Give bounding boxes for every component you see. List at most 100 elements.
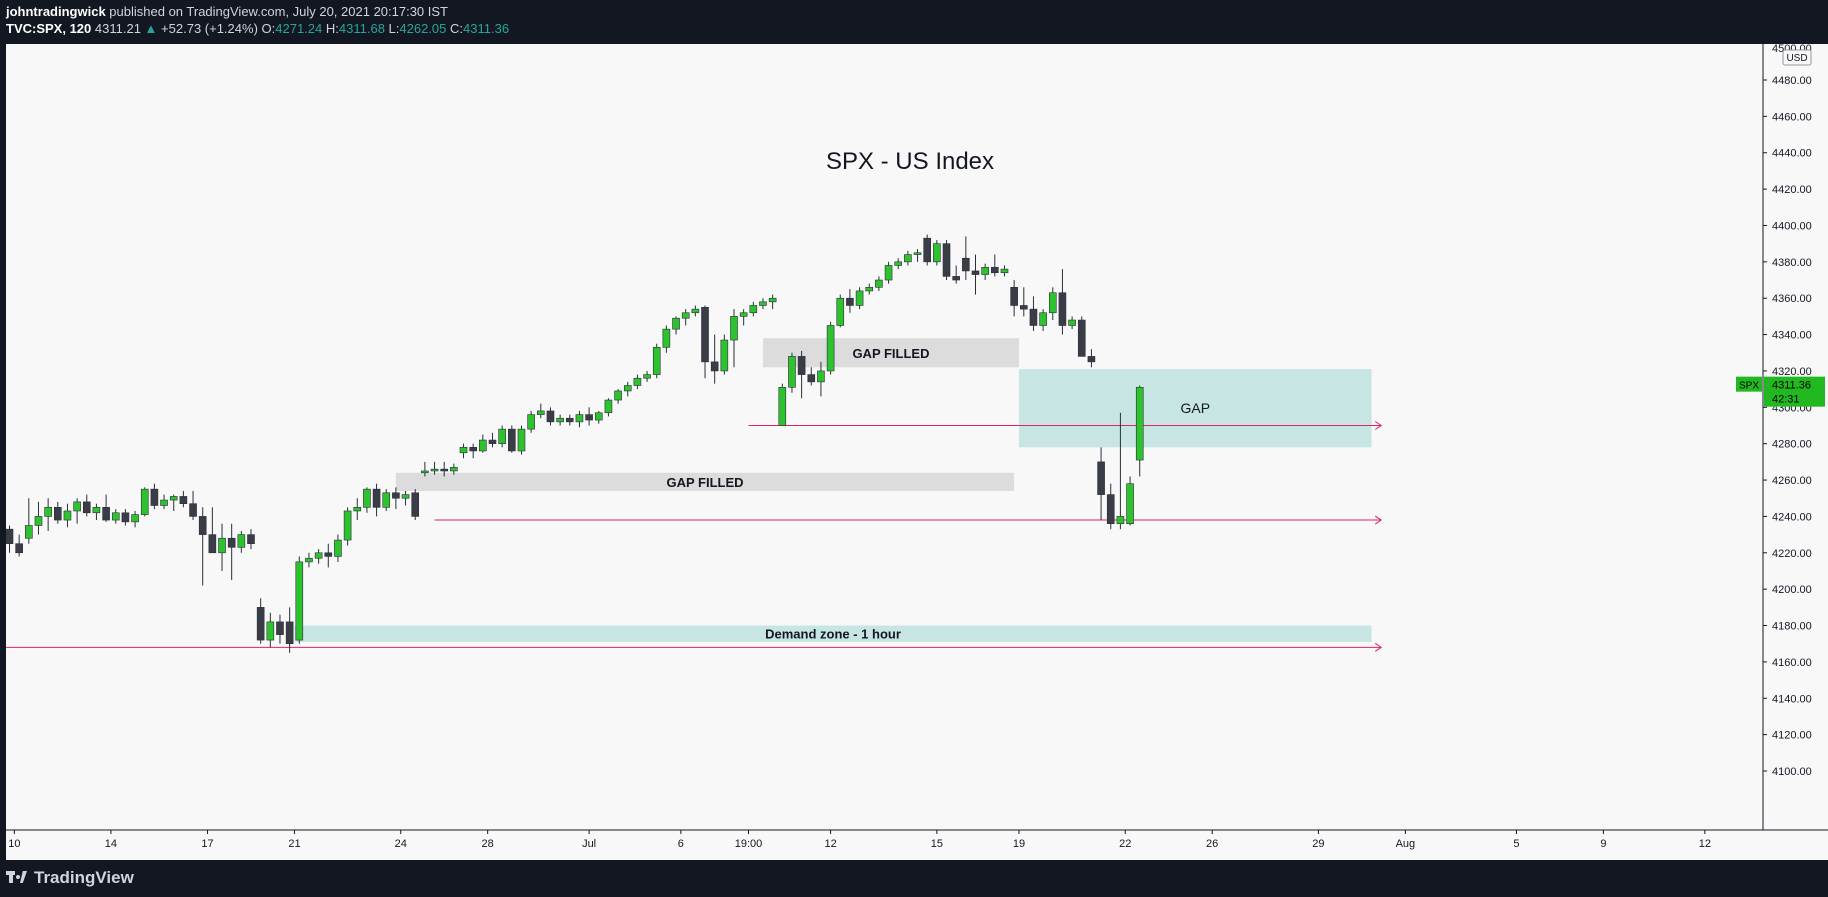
candle-body[interactable] [25, 525, 33, 539]
candle-body[interactable] [913, 252, 922, 255]
candle-body[interactable] [92, 507, 101, 514]
candle-body[interactable] [218, 537, 226, 554]
candle-body[interactable] [498, 428, 506, 444]
gap-filled-lower-zone[interactable] [395, 472, 1015, 491]
candle-body[interactable] [305, 557, 313, 563]
candle-body[interactable] [923, 237, 932, 263]
candle-body[interactable] [1077, 319, 1086, 357]
candle-body[interactable] [15, 543, 23, 554]
candle-body[interactable] [952, 276, 960, 281]
candle-body[interactable] [1087, 356, 1096, 363]
candle-body[interactable] [1068, 319, 1076, 326]
candle-body[interactable] [34, 516, 43, 526]
candle-body[interactable] [102, 507, 110, 521]
candle-body[interactable] [276, 621, 284, 635]
candle-body[interactable] [894, 261, 903, 266]
candle-body[interactable] [1097, 461, 1105, 495]
candle-body[interactable] [991, 266, 999, 274]
candle-body[interactable] [855, 290, 864, 306]
candle-body[interactable] [469, 447, 477, 452]
candle-body[interactable] [479, 439, 487, 452]
candle-body[interactable] [1048, 292, 1057, 314]
candle-body[interactable] [63, 510, 72, 521]
candle-body[interactable] [527, 414, 535, 430]
candle-body[interactable] [508, 428, 516, 452]
tradingview-logo[interactable]: TradingView [6, 868, 134, 888]
candle-body[interactable] [324, 552, 333, 557]
gap-zone[interactable] [1018, 369, 1372, 448]
candle-body[interactable] [411, 492, 420, 517]
plot-background[interactable] [6, 44, 1763, 830]
candle-body[interactable] [633, 377, 642, 386]
candle-body[interactable] [82, 501, 91, 514]
candle-body[interactable] [169, 496, 178, 501]
candle-body[interactable] [846, 297, 854, 306]
candle-body[interactable] [962, 257, 970, 272]
candle-body[interactable] [536, 410, 545, 415]
candle-body[interactable] [73, 501, 81, 512]
candle-body[interactable] [6, 528, 14, 544]
candle-body[interactable] [131, 514, 139, 523]
candle-body[interactable] [933, 243, 941, 263]
candle-body[interactable] [353, 507, 362, 512]
price-scale[interactable] [1763, 44, 1828, 830]
candle-body[interactable] [459, 447, 468, 454]
candle-body[interactable] [1029, 308, 1038, 326]
candle-body[interactable] [1000, 268, 1009, 274]
candle-body[interactable] [749, 305, 758, 314]
candle-body[interactable] [875, 279, 883, 288]
candle-body[interactable] [343, 510, 352, 541]
candle-body[interactable] [227, 537, 236, 548]
candle-body[interactable] [942, 243, 951, 277]
chart-area[interactable]: GAP Demand zone - 1 hour GAP FILLED GAP FIL… [6, 44, 1828, 860]
candle-body[interactable] [971, 270, 980, 275]
candle-body[interactable] [121, 512, 130, 523]
candle-body[interactable] [565, 417, 574, 423]
candle-body[interactable] [44, 507, 52, 517]
candle-body[interactable] [672, 317, 680, 330]
symbol-label[interactable]: TVC:SPX, 120 [6, 21, 92, 36]
candle-body[interactable] [739, 312, 748, 317]
time-scale[interactable] [6, 830, 1828, 860]
candle-body[interactable] [826, 325, 835, 372]
candle-body[interactable] [981, 266, 989, 275]
candle-body[interactable] [160, 499, 168, 506]
candle-body[interactable] [759, 301, 767, 306]
candle-body[interactable] [594, 412, 603, 421]
gap-filled-upper-zone[interactable] [762, 338, 1019, 368]
candle-body[interactable] [614, 390, 622, 401]
candle-body[interactable] [314, 552, 323, 559]
candle-body[interactable] [1019, 305, 1028, 310]
candle-body[interactable] [652, 347, 661, 375]
candle-body[interactable] [904, 254, 912, 263]
candle-body[interactable] [556, 417, 564, 423]
candle-body[interactable] [643, 374, 651, 379]
candle-body[interactable] [179, 496, 188, 504]
candle-body[interactable] [334, 539, 342, 557]
candle-body[interactable] [295, 561, 304, 641]
candle-body[interactable] [189, 503, 197, 517]
candle-body[interactable] [237, 534, 246, 548]
candle-body[interactable] [208, 534, 217, 554]
candle-body[interactable] [884, 265, 893, 281]
candle-body[interactable] [710, 361, 719, 372]
candle-body[interactable] [546, 410, 555, 423]
author-name[interactable]: johntradingwick [6, 4, 106, 19]
candle-body[interactable] [1039, 312, 1047, 326]
candle-body[interactable] [623, 385, 632, 392]
candle-body[interactable] [778, 387, 787, 426]
candle-body[interactable] [1135, 387, 1144, 461]
candle-body[interactable] [363, 488, 371, 508]
candle-body[interactable] [382, 492, 391, 508]
candle-body[interactable] [517, 428, 526, 452]
candle-body[interactable] [440, 468, 449, 472]
candle-body[interactable] [140, 488, 149, 515]
candle-body[interactable] [817, 370, 825, 383]
candle-body[interactable] [111, 512, 120, 521]
candle-body[interactable] [575, 414, 584, 423]
candle-body[interactable] [807, 374, 816, 383]
candle-body[interactable] [585, 414, 593, 421]
candle-body[interactable] [1116, 516, 1125, 524]
candle-body[interactable] [604, 399, 613, 414]
candle-body[interactable] [1010, 287, 1018, 306]
